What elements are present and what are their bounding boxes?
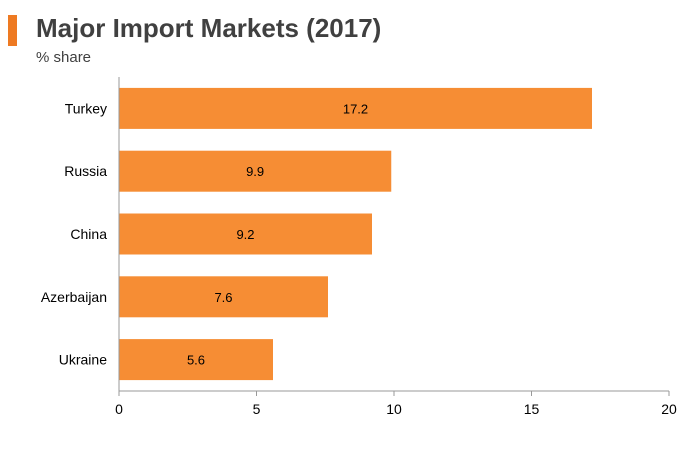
title-accent-bar: [8, 15, 17, 46]
chart-title: Major Import Markets (2017): [36, 13, 382, 43]
axes-layer: [118, 77, 670, 396]
category-label-russia: Russia: [64, 163, 107, 179]
bar-china: [119, 213, 372, 255]
data-label-china: 9.2: [236, 227, 254, 242]
data-label-azerbaijan: 7.6: [214, 290, 232, 305]
labels-layer: 17.2 Turkey 9.9 Russia 9.2 China 7.6 Azerbaijan…: [41, 100, 677, 417]
data-label-russia: 9.9: [246, 164, 264, 179]
x-tick-label-5: 5: [253, 401, 261, 417]
x-tick-label-20: 20: [661, 401, 677, 417]
x-tick-label-10: 10: [386, 401, 402, 417]
bar-azerbaijan: [119, 276, 328, 318]
x-tick-label-0: 0: [115, 401, 123, 417]
bar-turkey: [119, 87, 592, 129]
category-label-turkey: Turkey: [65, 100, 107, 116]
data-label-turkey: 17.2: [343, 101, 368, 116]
category-label-china: China: [70, 226, 107, 242]
bars-layer: [119, 87, 592, 381]
chart-subtitle: % share: [36, 49, 92, 66]
bar-ukraine: [119, 339, 273, 381]
bar-russia: [119, 150, 392, 192]
data-label-ukraine: 5.6: [187, 353, 205, 368]
category-label-ukraine: Ukraine: [59, 352, 107, 368]
category-label-azerbaijan: Azerbaijan: [41, 289, 107, 305]
x-tick-label-15: 15: [524, 401, 540, 417]
